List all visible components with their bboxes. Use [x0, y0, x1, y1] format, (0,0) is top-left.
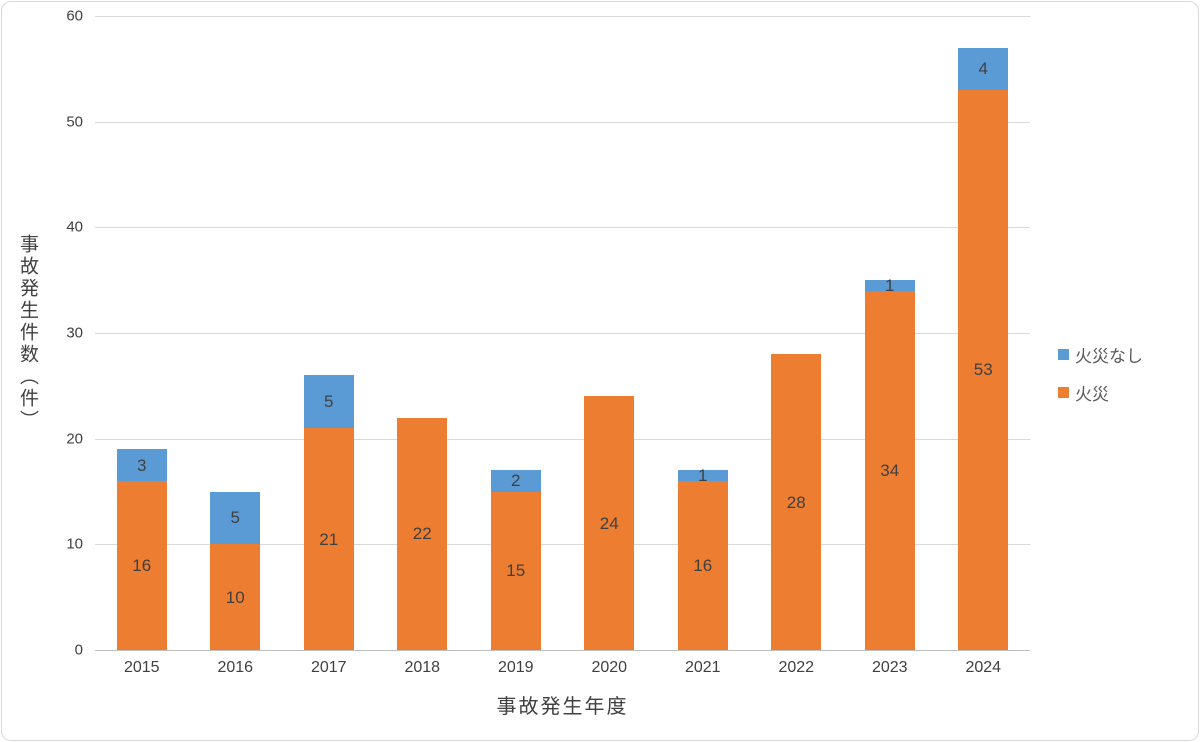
segment-火災: 34: [864, 290, 915, 650]
y-axis-title: 事故発生件数（件）: [17, 234, 38, 432]
x-tick-label: 2019: [497, 659, 534, 676]
data-label: 15: [506, 561, 526, 581]
x-tick-label: 2017: [310, 659, 347, 676]
y-tick-label: 60: [66, 7, 83, 25]
legend-item-火災: 火災: [1058, 380, 1143, 405]
segment-火災: 53: [958, 89, 1009, 650]
data-label: 16: [132, 555, 152, 575]
x-tick-label: 2024: [965, 659, 1002, 676]
data-label: 34: [880, 460, 900, 480]
legend: 火災なし 火災: [1058, 342, 1143, 405]
bar-2021: 16 1: [677, 16, 728, 650]
bar-2017: 21 5: [303, 16, 354, 650]
bar-2024: 53 4: [958, 16, 1009, 650]
data-label: 1: [885, 275, 895, 295]
x-tick-label: 2020: [591, 659, 628, 676]
x-tick-label: 2023: [871, 659, 908, 676]
segment-火災なし: 5: [210, 491, 261, 545]
data-label: 28: [786, 492, 806, 512]
segment-火災なし: 4: [958, 47, 1009, 90]
x-tick-label: 2021: [684, 659, 721, 676]
bars-layer: 16 3 10 5 21 5 22 15 2 24 16 1 28 34 1 53 4: [95, 16, 1030, 650]
x-tick-label: 2022: [778, 659, 815, 676]
segment-火災なし: 2: [490, 470, 541, 492]
gridline: [95, 121, 1030, 123]
segment-火災: 16: [116, 480, 167, 650]
gridline: [95, 227, 1030, 229]
x-axis-ticks: 2015 2016 2017 2018 2019 2020 2021 2022 2023 2024: [95, 659, 1030, 677]
y-tick-label: 10: [66, 535, 83, 553]
legend-item-火災なし: 火災なし: [1058, 342, 1143, 367]
gridline: [95, 16, 1030, 17]
legend-label: 火災なし: [1075, 347, 1143, 366]
segment-火災なし: 1: [864, 275, 915, 295]
bar-2023: 34 1: [864, 16, 915, 650]
legend-swatch: [1058, 387, 1069, 398]
segment-火災: 15: [490, 491, 541, 650]
legend-label: 火災: [1075, 385, 1109, 404]
data-label: 5: [324, 392, 334, 412]
bar-2015: 16 3: [116, 16, 167, 650]
y-tick-label: 0: [74, 641, 83, 659]
segment-火災なし: 5: [303, 375, 354, 429]
y-tick-label: 40: [66, 218, 83, 236]
y-tick-label: 30: [66, 324, 83, 342]
data-label: 2: [511, 471, 521, 491]
y-tick-label: 20: [66, 430, 83, 448]
x-tick-label: 2018: [404, 659, 441, 676]
bar-2022: 28: [771, 16, 822, 650]
x-tick-label: 2015: [123, 659, 160, 676]
segment-火災なし: 1: [677, 466, 728, 486]
gridline: [95, 333, 1030, 334]
data-label: 3: [137, 455, 147, 475]
x-tick-label: 2016: [217, 659, 254, 676]
segment-火災: 28: [771, 354, 822, 650]
data-label: 4: [978, 59, 988, 79]
segment-火災: 24: [584, 396, 635, 650]
segment-火災: 22: [397, 417, 448, 650]
legend-swatch: [1058, 349, 1069, 360]
gridline: [95, 438, 1030, 440]
data-label: 16: [693, 555, 713, 575]
data-label: 10: [225, 587, 245, 607]
segment-火災なし: 3: [116, 449, 167, 481]
bar-2018: 22: [397, 16, 448, 650]
data-label: 22: [412, 524, 432, 544]
bar-2020: 24: [584, 16, 635, 650]
segment-火災: 21: [303, 428, 354, 650]
x-axis-title: 事故発生年度: [496, 696, 629, 718]
data-label: 21: [319, 529, 339, 549]
data-label: 24: [599, 513, 619, 533]
data-label: 1: [698, 466, 708, 486]
gridline: [95, 544, 1030, 546]
segment-火災: 10: [210, 544, 261, 650]
bar-2019: 15 2: [490, 16, 541, 650]
segment-火災: 16: [677, 480, 728, 650]
bar-2016: 10 5: [210, 16, 261, 650]
data-label: 53: [973, 360, 993, 380]
plot-area: 0 10 20 30 40 50 60 16 3 10 5 21 5 22 15 2 24 16 1 28 34 1 53 4…: [66, 8, 1030, 676]
y-tick-label: 50: [66, 113, 83, 131]
x-axis-line: [95, 650, 1030, 651]
data-label: 5: [230, 508, 240, 528]
